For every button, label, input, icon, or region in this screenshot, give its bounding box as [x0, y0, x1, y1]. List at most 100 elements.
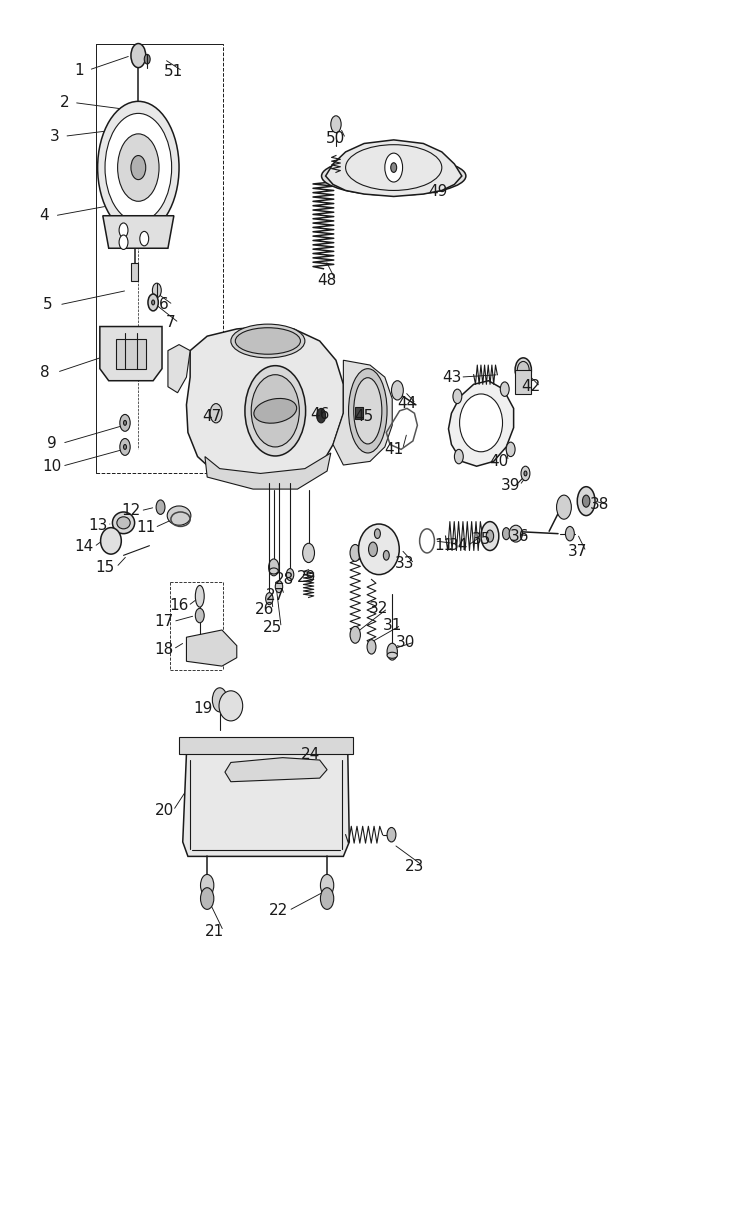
Polygon shape [186, 630, 237, 666]
Text: 48: 48 [317, 273, 337, 288]
Circle shape [144, 54, 150, 64]
Circle shape [140, 232, 149, 246]
Bar [515, 369, 531, 393]
Circle shape [195, 608, 204, 623]
Text: 17: 17 [155, 614, 174, 629]
Text: 34: 34 [450, 538, 469, 553]
Circle shape [387, 643, 398, 660]
Ellipse shape [354, 378, 382, 444]
Text: 35: 35 [471, 532, 490, 547]
Text: 19: 19 [193, 701, 212, 716]
Circle shape [148, 295, 158, 311]
Ellipse shape [387, 652, 398, 658]
Circle shape [577, 486, 595, 515]
Text: 25: 25 [263, 620, 282, 635]
Text: 30: 30 [396, 635, 415, 649]
Text: 10: 10 [42, 459, 62, 473]
Text: 7: 7 [166, 315, 175, 331]
Text: 16: 16 [169, 599, 189, 613]
Circle shape [367, 640, 376, 654]
Ellipse shape [359, 524, 399, 575]
Circle shape [387, 828, 396, 842]
Circle shape [97, 101, 179, 234]
Circle shape [455, 449, 464, 463]
Circle shape [524, 471, 527, 476]
Text: 51: 51 [163, 64, 183, 78]
Ellipse shape [231, 325, 305, 357]
Circle shape [481, 521, 499, 550]
Text: 41: 41 [384, 442, 403, 457]
Circle shape [392, 380, 403, 400]
Circle shape [152, 301, 155, 305]
Ellipse shape [517, 361, 529, 378]
Circle shape [210, 403, 222, 422]
Text: 9: 9 [47, 436, 56, 451]
Text: 49: 49 [429, 185, 448, 199]
Text: 50: 50 [326, 132, 345, 146]
Ellipse shape [460, 393, 502, 451]
Text: 15: 15 [95, 560, 114, 575]
Circle shape [317, 408, 325, 422]
Circle shape [302, 543, 314, 562]
Ellipse shape [322, 157, 466, 196]
Polygon shape [205, 453, 331, 489]
Text: 20: 20 [155, 803, 174, 818]
Polygon shape [186, 327, 343, 485]
Ellipse shape [509, 525, 522, 542]
Bar [183, 745, 349, 754]
Circle shape [502, 527, 510, 540]
Text: 33: 33 [395, 556, 415, 571]
Ellipse shape [112, 512, 134, 533]
Text: 11: 11 [435, 538, 454, 553]
Circle shape [120, 438, 130, 455]
Circle shape [286, 568, 293, 581]
Text: 37: 37 [568, 544, 587, 559]
Text: 18: 18 [155, 642, 174, 657]
Text: 46: 46 [310, 407, 329, 422]
Circle shape [583, 495, 590, 507]
Text: 28: 28 [274, 572, 293, 587]
Text: 27: 27 [266, 588, 285, 602]
Circle shape [521, 466, 530, 480]
Ellipse shape [270, 568, 278, 575]
Circle shape [201, 887, 214, 909]
Circle shape [385, 153, 403, 182]
Ellipse shape [195, 585, 204, 607]
Text: 22: 22 [270, 903, 288, 919]
Circle shape [119, 235, 128, 250]
Circle shape [453, 389, 462, 403]
Bar [116, 339, 146, 368]
Bar [355, 407, 363, 419]
Text: 4: 4 [39, 209, 49, 223]
Circle shape [275, 581, 282, 593]
Text: 14: 14 [74, 540, 94, 554]
Circle shape [320, 874, 334, 896]
Polygon shape [168, 344, 190, 392]
Circle shape [201, 874, 214, 896]
Circle shape [331, 116, 341, 133]
Text: 24: 24 [301, 746, 320, 762]
Bar [179, 737, 353, 754]
Circle shape [350, 544, 360, 561]
Ellipse shape [254, 398, 296, 424]
Ellipse shape [236, 328, 300, 354]
Text: 6: 6 [159, 297, 169, 313]
Circle shape [266, 593, 273, 605]
Ellipse shape [219, 690, 243, 721]
Circle shape [369, 542, 377, 556]
Polygon shape [325, 140, 462, 197]
Ellipse shape [251, 374, 299, 447]
Circle shape [506, 442, 515, 456]
Text: 1: 1 [74, 63, 84, 77]
Text: 36: 36 [510, 529, 529, 543]
Text: 29: 29 [296, 570, 316, 584]
Circle shape [320, 887, 334, 909]
Ellipse shape [348, 368, 387, 453]
Text: 13: 13 [88, 518, 107, 532]
Circle shape [105, 113, 172, 222]
Ellipse shape [245, 366, 305, 456]
Polygon shape [100, 327, 162, 380]
Text: 32: 32 [369, 601, 389, 616]
Bar [131, 263, 138, 281]
Polygon shape [103, 216, 174, 249]
